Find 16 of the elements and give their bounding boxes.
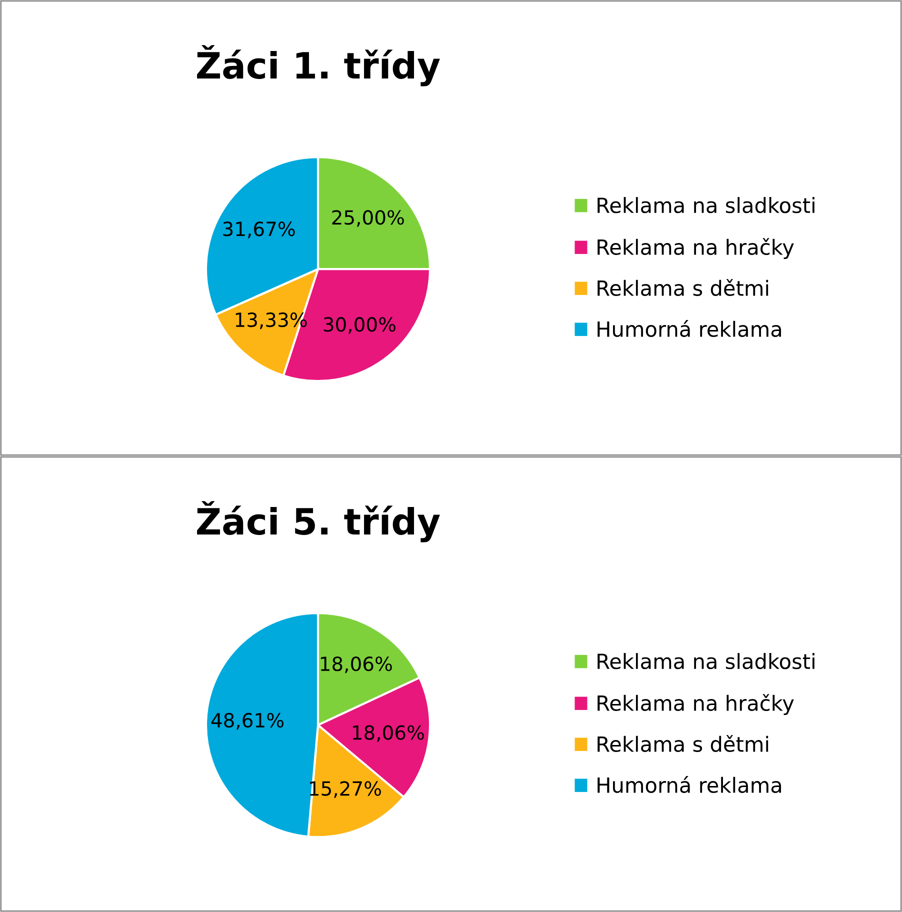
chart-title: Žáci 5. třídy <box>197 501 440 542</box>
data-label: 18,06% <box>353 725 424 742</box>
legend-label: Humorná reklama <box>598 320 781 337</box>
data-label: 25,00% <box>332 210 404 227</box>
legend-label: Reklama s dětmi <box>598 279 768 296</box>
legend-label: Reklama na sladkosti <box>598 197 814 214</box>
data-label: 30,00% <box>324 317 396 334</box>
chart-title: Žáci 1. třídy <box>197 45 440 86</box>
data-label: 18,06% <box>320 656 392 674</box>
legend-label: Reklama s dětmi <box>598 735 768 752</box>
legend-label: Humorná reklama <box>598 776 781 793</box>
data-label: 48,61% <box>211 712 284 730</box>
legend-label: Reklama na hračky <box>598 238 794 260</box>
data-label: 31,67% <box>223 222 295 238</box>
legend-label: Reklama na sladkosti <box>598 653 814 670</box>
legend-label: Reklama na hračky <box>598 694 794 716</box>
